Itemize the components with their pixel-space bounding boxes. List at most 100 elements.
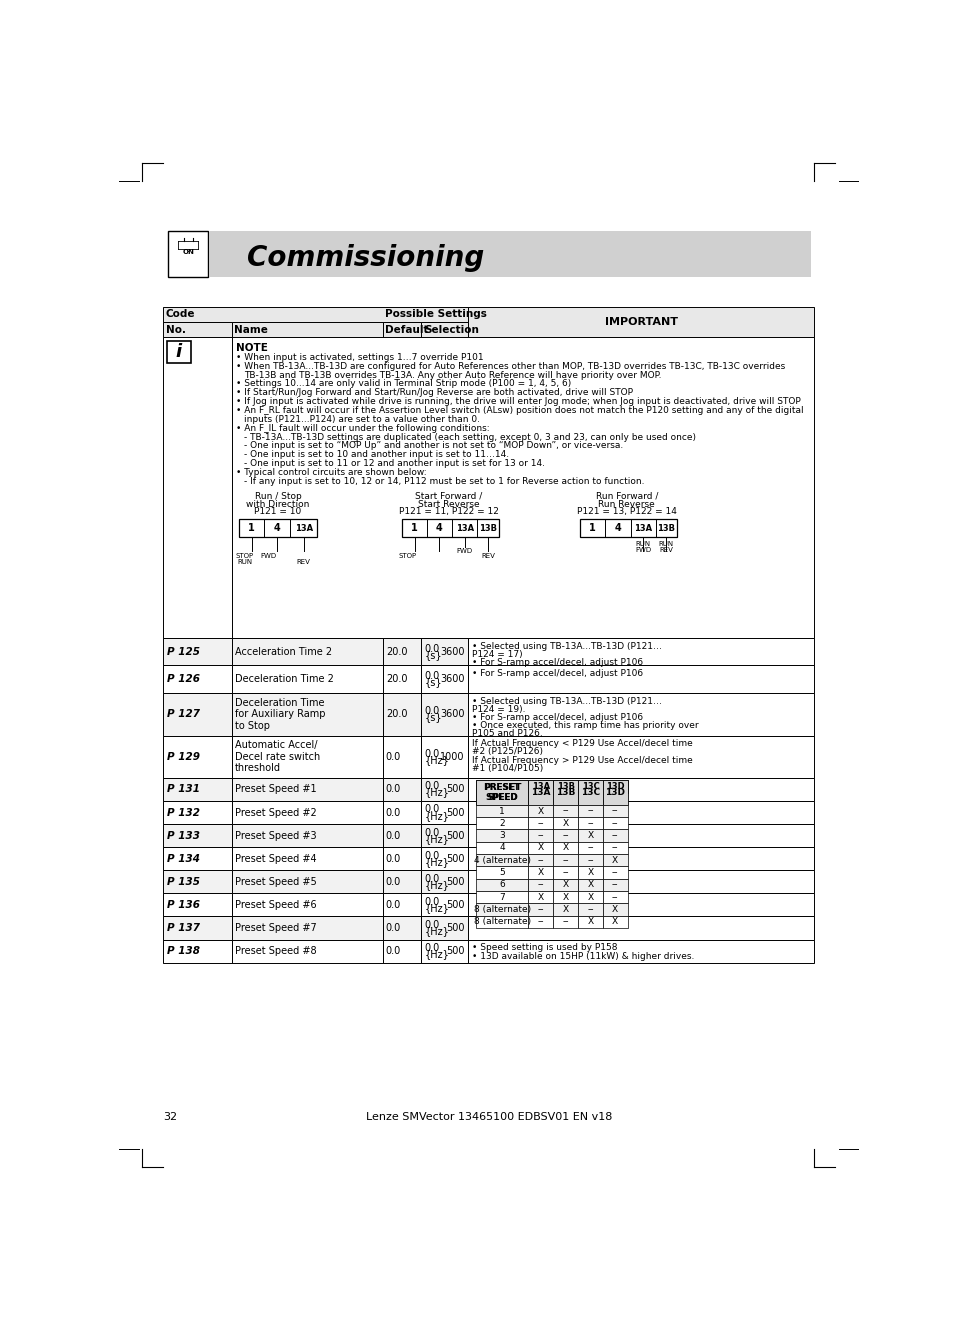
Bar <box>578 805 602 817</box>
Bar <box>163 778 232 801</box>
Text: X: X <box>562 893 568 902</box>
Bar <box>468 824 814 847</box>
Bar <box>602 805 627 817</box>
Text: --: -- <box>562 918 568 926</box>
Bar <box>382 871 421 893</box>
Text: X: X <box>562 819 568 828</box>
Text: - One input is set to “MOP Up” and another is not set to “MOP Down”, or vice-ver: - One input is set to “MOP Up” and anoth… <box>244 441 622 450</box>
Text: Deceleration Time 2: Deceleration Time 2 <box>234 674 334 685</box>
Bar <box>476 780 528 805</box>
Bar <box>382 778 421 801</box>
Text: 13D: 13D <box>604 788 624 797</box>
Bar <box>553 855 578 867</box>
Text: • 13D available on 15HP (11kW) & higher drives.: • 13D available on 15HP (11kW) & higher … <box>472 951 694 960</box>
Bar <box>528 892 553 903</box>
Bar <box>382 735 421 778</box>
Text: --: -- <box>612 806 618 815</box>
Text: If Actual Frequency < P129 Use Accel/decel time: If Actual Frequency < P129 Use Accel/dec… <box>472 739 692 748</box>
Text: 3600: 3600 <box>440 674 464 685</box>
Text: --: -- <box>587 856 593 865</box>
Text: --: -- <box>537 819 543 828</box>
Bar <box>553 830 578 842</box>
Text: 500: 500 <box>446 946 464 956</box>
Text: Selection: Selection <box>423 325 478 335</box>
Text: • Settings 10...14 are only valid in Terminal Strip mode (P100 = 1, 4, 5, 6): • Settings 10...14 are only valid in Ter… <box>236 379 571 389</box>
Bar <box>476 817 528 830</box>
Text: --: -- <box>612 843 618 852</box>
Text: 2: 2 <box>498 819 504 828</box>
Bar <box>528 842 553 855</box>
Bar <box>382 323 421 337</box>
Text: • An F_IL fault will occur under the following conditions:: • An F_IL fault will occur under the fol… <box>236 424 490 433</box>
Text: Default: Default <box>385 325 428 335</box>
Bar <box>421 693 468 735</box>
Text: 7: 7 <box>498 893 504 902</box>
Bar <box>232 778 382 801</box>
Text: 13C: 13C <box>580 788 599 797</box>
Text: 5: 5 <box>498 868 504 877</box>
Bar <box>553 867 578 878</box>
Text: X: X <box>562 881 568 889</box>
Text: 0.0: 0.0 <box>385 752 400 761</box>
Text: 500: 500 <box>446 785 464 794</box>
Bar <box>232 939 382 963</box>
Text: Automatic Accel/
Decel rate switch
threshold: Automatic Accel/ Decel rate switch thres… <box>234 740 319 773</box>
Text: X: X <box>562 843 568 852</box>
Text: 1: 1 <box>248 523 254 533</box>
Text: NOTE: NOTE <box>236 342 268 353</box>
Bar <box>476 915 528 928</box>
Text: {Hz}: {Hz} <box>424 788 449 798</box>
Text: 13B: 13B <box>478 524 497 532</box>
Text: P124 = 19).: P124 = 19). <box>472 705 525 714</box>
Bar <box>382 917 421 939</box>
Bar <box>421 939 468 963</box>
Bar <box>476 805 528 817</box>
Bar <box>163 637 232 665</box>
Bar <box>163 323 232 337</box>
Text: --: -- <box>562 856 568 865</box>
Text: Preset Speed #4: Preset Speed #4 <box>234 853 316 864</box>
Bar <box>476 842 528 855</box>
Text: 0.0: 0.0 <box>424 805 439 814</box>
Text: {Hz}: {Hz} <box>424 880 449 890</box>
Text: {Hz}: {Hz} <box>424 903 449 913</box>
Bar <box>163 847 232 871</box>
Bar <box>578 878 602 892</box>
Bar <box>528 855 553 867</box>
Bar <box>602 817 627 830</box>
Bar <box>163 939 232 963</box>
Text: • When TB-13A...TB-13D are configured for Auto References other than MOP, TB-13D: • When TB-13A...TB-13D are configured fo… <box>236 362 784 370</box>
Text: • For S-ramp accel/decel, adjust P106: • For S-ramp accel/decel, adjust P106 <box>472 669 642 678</box>
Text: Commissioning: Commissioning <box>247 244 484 273</box>
Text: ON: ON <box>182 249 194 255</box>
Bar <box>528 867 553 878</box>
Text: P 131: P 131 <box>167 785 199 794</box>
Text: RUN: RUN <box>237 558 253 565</box>
Bar <box>382 693 421 735</box>
Text: --: -- <box>562 868 568 877</box>
Text: Start Forward /: Start Forward / <box>415 491 482 500</box>
Text: Preset Speed #6: Preset Speed #6 <box>234 900 316 910</box>
Bar <box>578 830 602 842</box>
Bar <box>232 871 382 893</box>
Text: STOP: STOP <box>235 553 253 558</box>
Text: RUN: RUN <box>659 541 673 547</box>
Bar <box>602 915 627 928</box>
Bar <box>528 780 553 793</box>
Text: P124 = 17): P124 = 17) <box>472 649 522 658</box>
Bar <box>163 337 232 637</box>
Bar <box>476 855 528 867</box>
Text: • If Start/Run/Jog Forward and Start/Run/Jog Reverse are both activated, drive w: • If Start/Run/Jog Forward and Start/Run… <box>236 389 633 398</box>
Text: 0.0: 0.0 <box>424 873 439 884</box>
Text: 0.0: 0.0 <box>424 921 439 930</box>
Bar <box>468 637 814 665</box>
Text: inputs (P121...P124) are set to a value other than 0.: inputs (P121...P124) are set to a value … <box>244 415 479 424</box>
Bar <box>528 878 553 892</box>
Text: STOP: STOP <box>398 553 416 558</box>
Text: 32: 32 <box>163 1112 177 1122</box>
Bar <box>382 847 421 871</box>
Text: X: X <box>537 843 543 852</box>
Text: P 125: P 125 <box>167 647 199 657</box>
Bar <box>382 939 421 963</box>
Text: {s}: {s} <box>424 677 442 687</box>
